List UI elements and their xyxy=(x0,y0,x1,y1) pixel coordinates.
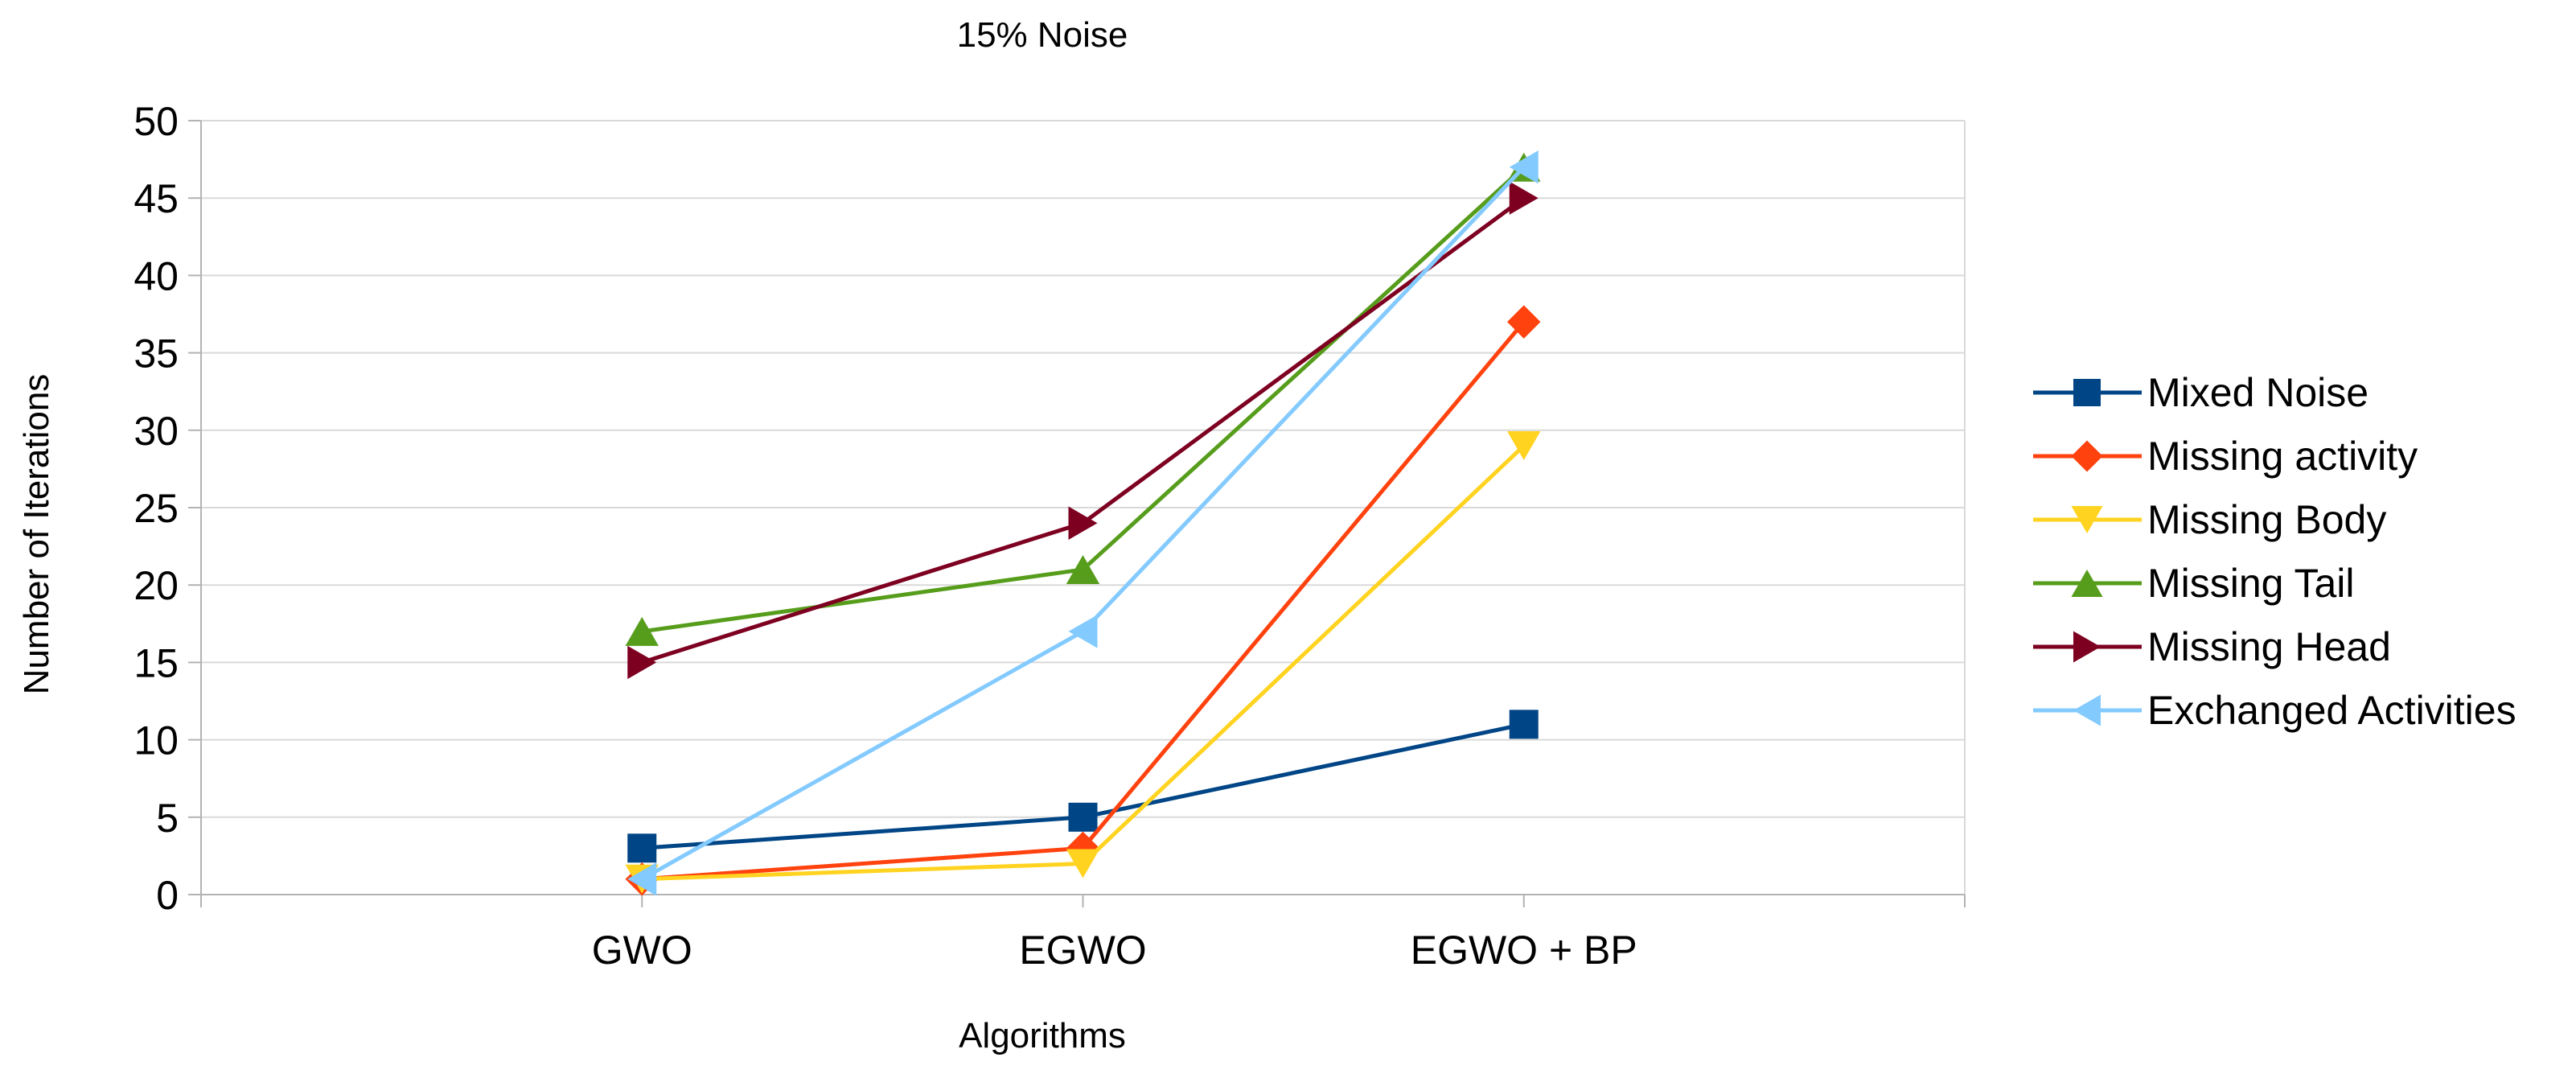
data-point xyxy=(1068,506,1098,540)
series-mixed-noise xyxy=(627,710,1539,863)
plot-area: 0 5 10 15 20 25 30 35 40 45 50 GWO EGWO EGWO + BP xyxy=(134,99,1966,973)
y-tick-label: 25 xyxy=(134,486,179,531)
data-point xyxy=(1507,431,1541,461)
legend-marker xyxy=(2071,506,2103,533)
legend-marker xyxy=(2073,694,2101,726)
y-tick-label: 5 xyxy=(156,796,179,841)
data-point xyxy=(1066,849,1100,878)
data-point xyxy=(1066,554,1100,584)
y-tick-label: 45 xyxy=(134,176,179,221)
data-point xyxy=(1068,802,1098,832)
y-tick-label: 30 xyxy=(134,409,179,454)
series-missing-head xyxy=(627,181,1539,680)
data-point xyxy=(1068,615,1098,648)
legend-label: Missing Head xyxy=(2147,624,2391,669)
data-point xyxy=(1507,305,1541,339)
legend-label: Missing Body xyxy=(2147,497,2386,542)
data-point xyxy=(627,862,657,896)
x-tick-label: EGWO + BP xyxy=(1411,928,1637,973)
data-point xyxy=(1509,150,1539,184)
chart-title: 15% Noise xyxy=(957,15,1128,55)
legend-marker xyxy=(2071,570,2103,597)
data-point xyxy=(1509,181,1539,215)
legend: Mixed Noise Missing activity Missing Body M… xyxy=(2033,370,2516,733)
y-tick-label: 10 xyxy=(134,718,179,763)
data-point xyxy=(625,616,659,646)
x-tick-label: EGWO xyxy=(1019,928,1146,973)
y-tick-label: 40 xyxy=(134,253,179,298)
y-tick-label: 0 xyxy=(156,873,179,918)
y-tick-label: 35 xyxy=(134,331,179,376)
legend-item: Missing activity xyxy=(2033,434,2418,479)
legend-marker xyxy=(2073,631,2101,663)
legend-label: Missing Tail xyxy=(2147,561,2355,606)
data-point xyxy=(1509,710,1539,739)
x-axis-label: Algorithms xyxy=(959,1016,1126,1055)
legend-marker xyxy=(2071,440,2103,472)
y-tick-label: 15 xyxy=(134,640,179,685)
y-axis-label: Number of Iterations xyxy=(17,374,56,695)
x-tick-label: GWO xyxy=(592,928,692,973)
data-point xyxy=(627,833,657,863)
legend-item: Exchanged Activities xyxy=(2033,688,2516,733)
legend-item: Missing Head xyxy=(2033,624,2391,669)
data-point xyxy=(627,645,657,680)
legend-item: Mixed Noise xyxy=(2033,370,2369,415)
legend-item: Missing Tail xyxy=(2033,561,2355,606)
legend-label: Exchanged Activities xyxy=(2147,688,2516,733)
legend-marker xyxy=(2073,379,2101,406)
legend-label: Missing activity xyxy=(2147,434,2418,479)
legend-label: Mixed Noise xyxy=(2147,370,2369,415)
y-tick-label: 50 xyxy=(134,99,179,144)
series-exchanged-activities xyxy=(627,150,1539,896)
y-tick-label: 20 xyxy=(134,563,179,608)
legend-item: Missing Body xyxy=(2033,497,2386,542)
